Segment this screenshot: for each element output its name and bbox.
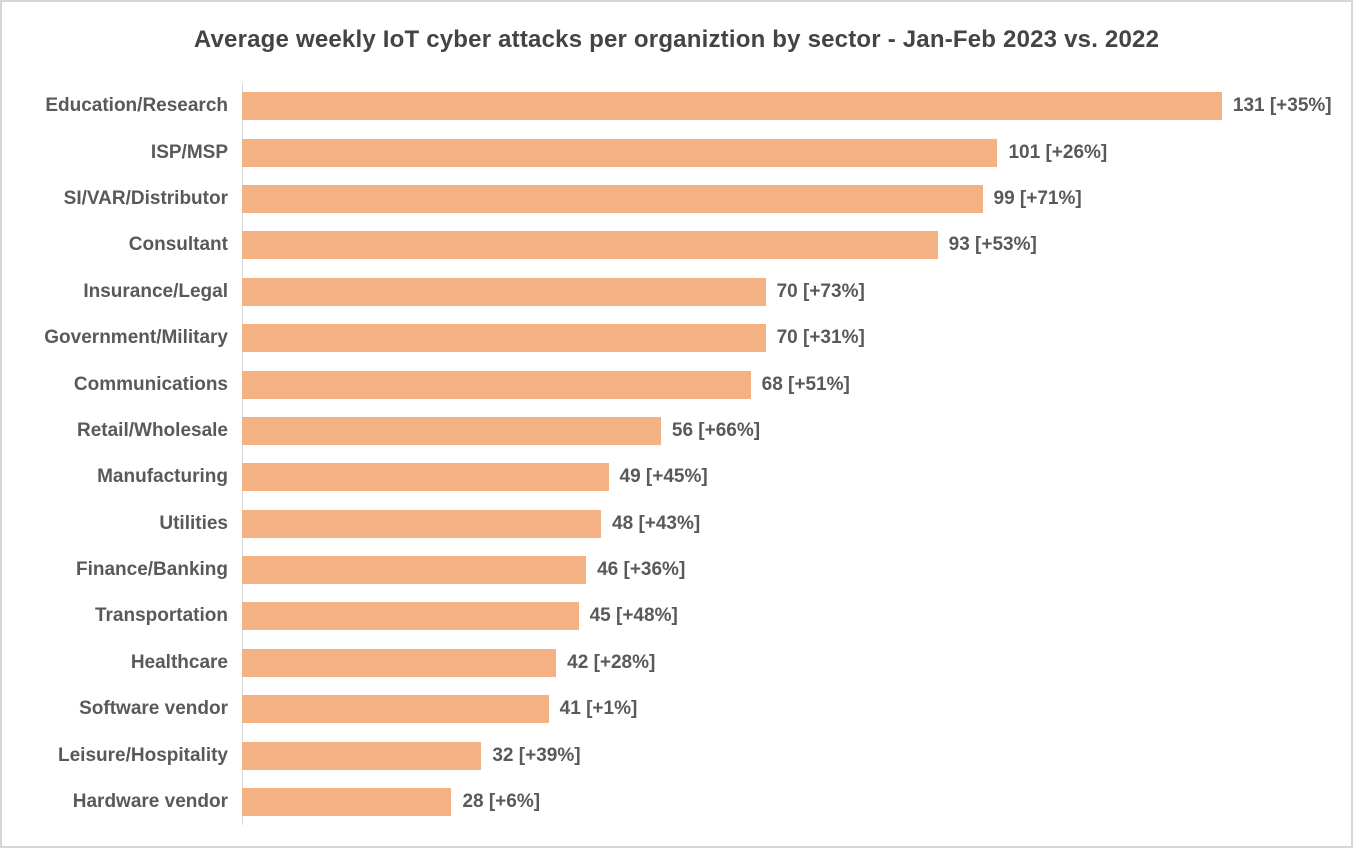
bar [242,184,983,213]
bar-row: Hardware vendor 28 [+6%] [2,779,1351,825]
bar [242,556,587,585]
bar [242,602,579,631]
bar-track: 68 [+51%] [242,370,1351,399]
bar-row: Transportation 45 [+48%] [2,593,1351,639]
bar-row: Software vendor 41 [+1%] [2,686,1351,732]
bar-track: 49 [+45%] [242,463,1351,492]
bar-track: 45 [+48%] [242,602,1351,631]
bar-track: 70 [+31%] [242,324,1351,353]
bar [242,324,766,353]
category-label: Consultant [128,234,228,256]
category-label: Finance/Banking [75,559,228,581]
bar-row: Healthcare 42 [+28%] [2,640,1351,686]
value-label: 41 [+1%] [559,698,638,720]
bar-row: ISP/MSP 101 [+26%] [2,129,1351,175]
bar-track: 99 [+71%] [242,184,1351,213]
bar-row: Insurance/Legal 70 [+73%] [2,269,1351,315]
category-label: Healthcare [130,651,228,673]
bar-row: SI/VAR/Distributor 99 [+71%] [2,176,1351,222]
bar-track: 56 [+66%] [242,416,1351,445]
value-label: 93 [+53%] [948,234,1037,256]
bar-track: 70 [+73%] [242,277,1351,306]
category-label: Education/Research [45,95,228,117]
bar-track: 101 [+26%] [242,138,1351,167]
bar [242,138,998,167]
value-label: 68 [+51%] [761,373,850,395]
bar [242,695,549,724]
category-label: SI/VAR/Distributor [63,187,228,209]
bar [242,648,557,677]
bar-track: 46 [+36%] [242,556,1351,585]
bar-track: 93 [+53%] [242,231,1351,260]
category-label: Communications [73,373,228,395]
category-label: Transportation [94,605,228,627]
category-label: Utilities [159,512,228,534]
bar-track: 131 [+35%] [242,92,1351,121]
bar-row: Consultant 93 [+53%] [2,222,1351,268]
value-label: 42 [+28%] [567,651,656,673]
value-label: 131 [+35%] [1232,95,1332,117]
value-label: 46 [+36%] [597,559,686,581]
value-label: 101 [+26%] [1008,141,1108,163]
category-label: Retail/Wholesale [77,419,228,441]
bar [242,741,482,770]
bar-row: Utilities 48 [+43%] [2,501,1351,547]
value-label: 49 [+45%] [619,466,708,488]
value-label: 56 [+66%] [671,419,761,441]
bar-row: Finance/Banking 46 [+36%] [2,547,1351,593]
value-label: 28 [+6%] [462,791,541,813]
bar [242,788,452,817]
bar-row: Education/Research 131 [+35%] [2,83,1351,129]
category-label: Government/Military [44,327,228,349]
category-label: Leisure/Hospitality [58,744,228,766]
value-label: 99 [+71%] [993,187,1082,209]
value-label: 70 [+73%] [776,280,865,302]
chart-title: Average weekly IoT cyber attacks per org… [193,26,1160,53]
category-label: Hardware vendor [72,791,228,813]
value-label: 48 [+43%] [612,512,701,534]
bar [242,92,1222,121]
bar-row: Manufacturing 49 [+45%] [2,454,1351,500]
bar-track: 41 [+1%] [242,695,1351,724]
value-label: 70 [+31%] [776,327,865,349]
bar-row: Retail/Wholesale 56 [+66%] [2,408,1351,454]
bar [242,416,661,445]
bar-row: Leisure/Hospitality 32 [+39%] [2,732,1351,778]
bar [242,463,609,492]
bar-row: Communications 68 [+51%] [2,361,1351,407]
value-label: 45 [+48%] [589,605,678,627]
value-label: 32 [+39%] [492,744,581,766]
category-label: Manufacturing [97,466,228,488]
category-label: ISP/MSP [150,141,228,163]
bar-track: 48 [+43%] [242,509,1351,538]
bar-track: 28 [+6%] [242,788,1351,817]
bar [242,370,751,399]
bar-row: Government/Military 70 [+31%] [2,315,1351,361]
bar [242,277,766,306]
bar-track: 32 [+39%] [242,741,1351,770]
bar-track: 42 [+28%] [242,648,1351,677]
bar [242,231,938,260]
bar-chart: Education/Research 131 [+35%] ISP/MSP 10… [2,83,1351,826]
category-label: Software vendor [79,698,228,720]
category-label: Insurance/Legal [83,280,228,302]
bar [242,509,602,538]
